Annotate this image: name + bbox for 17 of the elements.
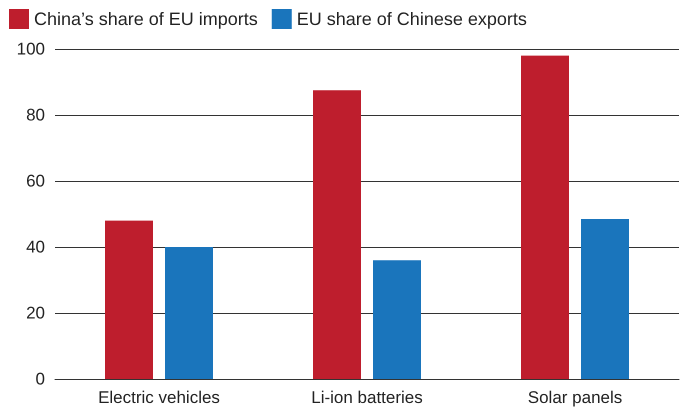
bar [581, 218, 629, 379]
x-tick-label: Solar panels [528, 388, 622, 407]
y-tick-label: 20 [26, 304, 45, 322]
bar [165, 247, 213, 379]
y-tick-label: 40 [26, 238, 45, 256]
x-tick-label: Li-ion batteries [311, 388, 423, 407]
bar [313, 90, 361, 379]
bar [373, 260, 421, 379]
y-tick-label: 60 [26, 172, 45, 190]
legend-label: EU share of Chinese exports [296, 9, 527, 29]
y-tick-label: 80 [26, 106, 45, 124]
x-tick-label: Electric vehicles [98, 388, 220, 407]
bar [105, 220, 153, 379]
legend-label: China’s share of EU imports [34, 9, 258, 29]
y-tick-label: 0 [36, 370, 45, 388]
bar [521, 56, 569, 379]
y-tick-label: 100 [16, 40, 45, 58]
